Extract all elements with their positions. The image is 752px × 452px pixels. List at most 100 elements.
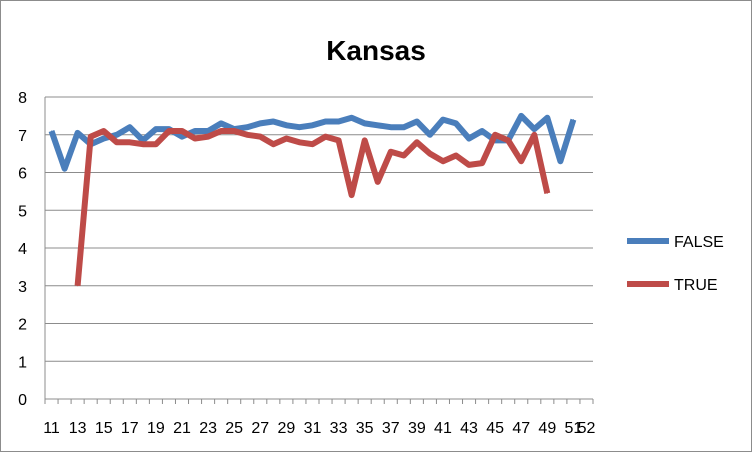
data-point	[390, 126, 392, 128]
data-point	[429, 134, 431, 136]
data-point	[546, 192, 548, 194]
data-point	[533, 134, 535, 136]
data-point	[233, 130, 235, 132]
data-point	[155, 128, 157, 130]
data-point	[116, 134, 118, 136]
data-point	[533, 128, 535, 130]
data-point	[325, 121, 327, 123]
data-point	[520, 115, 522, 117]
data-point	[298, 141, 300, 143]
x-tick-label: 35	[356, 420, 374, 437]
y-tick-label: 2	[18, 317, 27, 334]
x-tick-label: 21	[173, 420, 191, 437]
x-tick-label: 15	[95, 420, 113, 437]
y-tick-label: 8	[18, 90, 27, 107]
data-point	[181, 136, 183, 138]
series-false	[48, 112, 577, 172]
legend-item-false: FALSE	[627, 234, 724, 251]
x-tick-label: 37	[382, 420, 400, 437]
data-point	[481, 130, 483, 132]
x-tick-label: 43	[460, 420, 478, 437]
data-point	[77, 132, 79, 134]
y-tick-label: 5	[18, 203, 27, 220]
series-lines	[48, 112, 577, 287]
data-point	[481, 162, 483, 164]
x-tick-label: 41	[434, 420, 452, 437]
data-point	[364, 122, 366, 124]
data-point	[51, 130, 53, 132]
data-point	[194, 130, 196, 132]
chart-title: Kansas	[326, 35, 426, 66]
data-point	[403, 155, 405, 157]
data-point	[298, 126, 300, 128]
data-point	[142, 139, 144, 141]
data-point	[246, 134, 248, 136]
data-point	[429, 153, 431, 155]
data-point	[403, 126, 405, 128]
data-point	[129, 141, 131, 143]
data-point	[207, 136, 209, 138]
data-point	[272, 143, 274, 145]
x-tick-label: 29	[277, 420, 295, 437]
data-point	[416, 141, 418, 143]
x-tick-label: 49	[538, 420, 556, 437]
y-tick-label: 4	[18, 241, 27, 258]
data-point	[442, 160, 444, 162]
x-tick-label: 25	[225, 420, 243, 437]
data-point	[364, 139, 366, 141]
data-point	[377, 181, 379, 183]
legend-item-true: TRUE	[627, 277, 718, 294]
data-point	[142, 143, 144, 145]
data-point	[338, 139, 340, 141]
data-point	[311, 143, 313, 145]
x-tick-label: 47	[512, 420, 530, 437]
data-point	[77, 285, 79, 287]
x-tick-label: 13	[69, 420, 87, 437]
legend: FALSE TRUE	[627, 234, 724, 294]
data-point	[325, 136, 327, 138]
x-tick-label: 33	[330, 420, 348, 437]
data-point	[351, 194, 353, 196]
data-point	[155, 143, 157, 145]
data-point	[455, 122, 457, 124]
x-tick-label: 19	[147, 420, 165, 437]
data-point	[442, 119, 444, 121]
data-point	[64, 168, 66, 170]
data-point	[220, 130, 222, 132]
series-line	[74, 128, 551, 287]
data-point	[90, 136, 92, 138]
legend-label: TRUE	[674, 277, 718, 294]
data-point	[572, 119, 574, 121]
data-point	[285, 124, 287, 126]
data-point	[194, 138, 196, 140]
y-tick-label: 6	[18, 166, 27, 183]
data-point	[455, 155, 457, 157]
x-tick-label: 45	[486, 420, 504, 437]
data-point	[494, 134, 496, 136]
data-point	[103, 130, 105, 132]
data-point	[390, 151, 392, 153]
data-point	[351, 117, 353, 119]
data-point	[272, 121, 274, 123]
data-point	[259, 122, 261, 124]
data-point	[507, 139, 509, 141]
data-point	[181, 130, 183, 132]
x-tick-label: 39	[408, 420, 426, 437]
y-tick-label: 3	[18, 279, 27, 296]
data-point	[468, 164, 470, 166]
y-tick-label: 1	[18, 354, 27, 371]
y-tick-label: 7	[18, 128, 27, 145]
data-point	[546, 117, 548, 119]
data-point	[207, 130, 209, 132]
data-point	[285, 138, 287, 140]
data-point	[559, 160, 561, 162]
x-tick-label: 52	[578, 420, 596, 437]
x-tick-label: 51	[565, 420, 583, 437]
legend-label: FALSE	[674, 234, 724, 251]
data-point	[116, 141, 118, 143]
data-point	[338, 121, 340, 123]
data-point	[129, 126, 131, 128]
